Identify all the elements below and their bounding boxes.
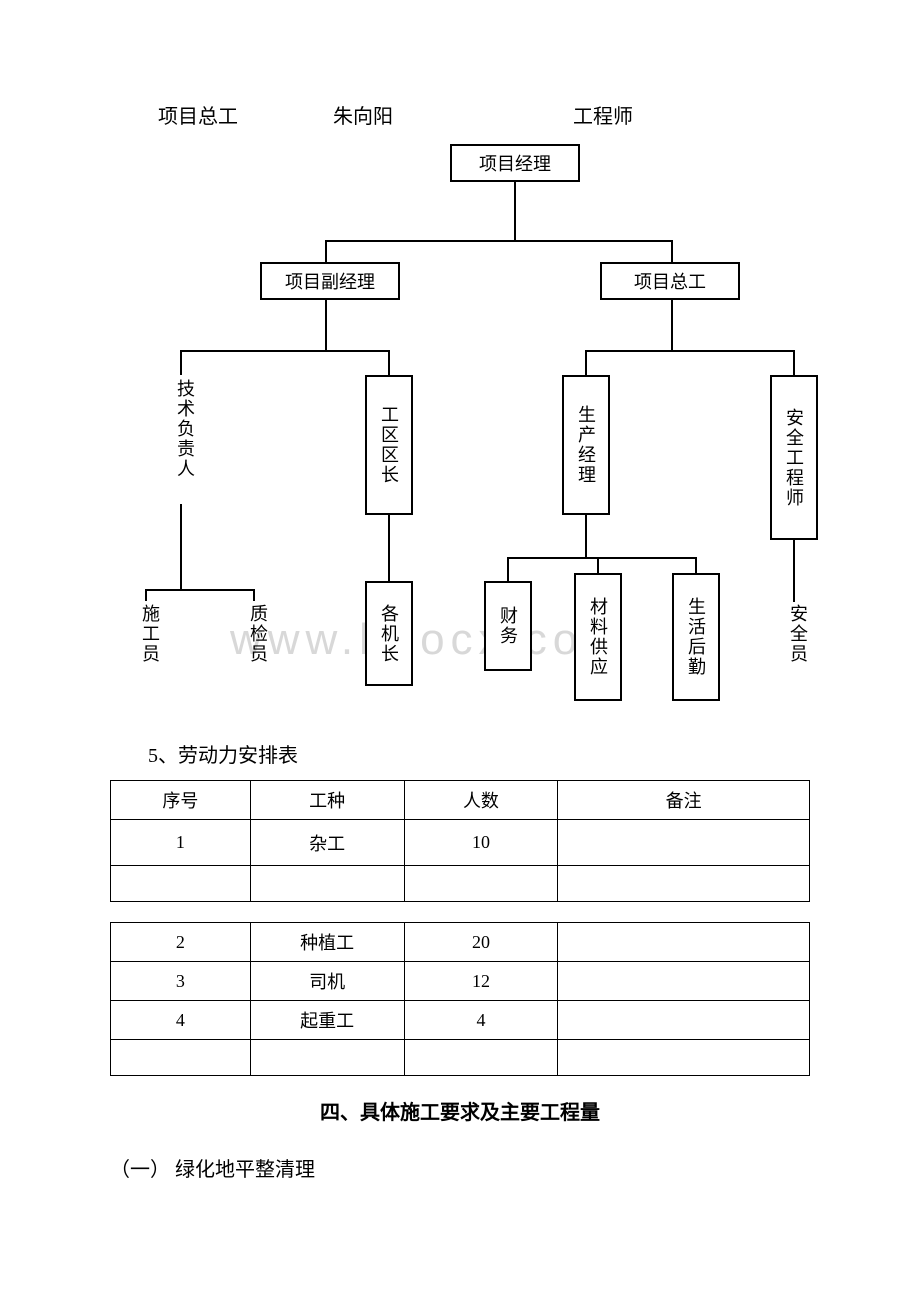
connector <box>585 350 587 375</box>
table-cell <box>111 1040 251 1076</box>
table-cell: 司机 <box>250 962 404 1001</box>
connector <box>585 515 587 557</box>
table-cell: 20 <box>404 923 558 962</box>
table-cell <box>250 1040 404 1076</box>
node-zone-chief: 工区区长 <box>365 375 413 515</box>
connector <box>325 240 673 242</box>
table-row <box>111 866 810 902</box>
table-row: 1 杂工 10 <box>111 820 810 866</box>
table-header: 备注 <box>558 781 810 820</box>
connector <box>180 350 390 352</box>
table-cell: 3 <box>111 962 251 1001</box>
table-cell <box>111 866 251 902</box>
node-deputy-manager: 项目副经理 <box>260 262 400 300</box>
table-cell: 4 <box>111 1001 251 1040</box>
connector <box>671 240 673 262</box>
node-material: 材料供应 <box>574 573 622 701</box>
table-cell: 2 <box>111 923 251 962</box>
table-header: 序号 <box>111 781 251 820</box>
connector <box>585 350 795 352</box>
table-cell <box>404 866 558 902</box>
table-cell <box>558 962 810 1001</box>
table-cell: 4 <box>404 1001 558 1040</box>
connector <box>145 589 147 601</box>
connector <box>793 350 795 375</box>
connector <box>388 350 390 375</box>
node-constructor: 施工员 <box>137 604 163 664</box>
connector <box>514 182 516 240</box>
connector <box>695 557 697 573</box>
page-content: 项目总工 朱向阳 工程师 项目经理 项目副经理 项目总工 技术负责人 <box>0 0 920 1242</box>
node-prod-manager: 生产经理 <box>562 375 610 515</box>
table-cell: 10 <box>404 820 558 866</box>
connector <box>671 300 673 350</box>
table-row <box>111 1040 810 1076</box>
table-cell <box>404 1040 558 1076</box>
node-finance: 财务 <box>484 581 532 671</box>
section4-heading: 四、具体施工要求及主要工程量 <box>110 1096 810 1125</box>
table-row: 4 起重工 4 <box>111 1001 810 1040</box>
connector <box>325 240 327 262</box>
table-cell <box>558 1001 810 1040</box>
org-chart: 项目经理 项目副经理 项目总工 技术负责人 工区区长 生产经理 安全工程师 <box>100 144 810 724</box>
node-safety-officer: 安全员 <box>785 604 811 664</box>
table-cell <box>558 866 810 902</box>
table-cell: 杂工 <box>250 820 404 866</box>
table-row: 3 司机 12 <box>111 962 810 1001</box>
connector <box>145 589 255 591</box>
table-cell <box>558 1040 810 1076</box>
table-cell: 12 <box>404 962 558 1001</box>
connector <box>507 557 509 581</box>
table-cell: 种植工 <box>250 923 404 962</box>
table-header: 人数 <box>404 781 558 820</box>
connector <box>180 504 182 589</box>
node-project-manager: 项目经理 <box>450 144 580 182</box>
table-cell <box>558 820 810 866</box>
connector <box>180 350 182 375</box>
table-header: 工种 <box>250 781 404 820</box>
labor-table-1: 序号 工种 人数 备注 1 杂工 10 <box>110 780 810 902</box>
node-tech-lead: 技术负责人 <box>172 379 198 479</box>
table-cell: 起重工 <box>250 1001 404 1040</box>
table-cell <box>250 866 404 902</box>
connector <box>597 557 599 573</box>
table-row: 2 种植工 20 <box>111 923 810 962</box>
connector <box>507 557 697 559</box>
subsection-1: （一） 绿化地平整清理 <box>110 1153 810 1182</box>
header-col3: 工程师 <box>573 100 633 129</box>
node-chief-engineer: 项目总工 <box>600 262 740 300</box>
connector <box>253 589 255 601</box>
labor-table-2: 2 种植工 20 3 司机 12 4 起重工 4 <box>110 922 810 1076</box>
section5-title: 5、劳动力安排表 <box>148 739 810 768</box>
header-col1: 项目总工 <box>158 100 333 129</box>
node-mechanic: 各机长 <box>365 581 413 686</box>
table-cell: 1 <box>111 820 251 866</box>
connector <box>793 540 795 602</box>
table-cell <box>558 923 810 962</box>
header-row: 项目总工 朱向阳 工程师 <box>110 100 810 129</box>
node-logistics: 生活后勤 <box>672 573 720 701</box>
header-col2: 朱向阳 <box>333 100 573 129</box>
connector <box>325 300 327 350</box>
node-safety-eng: 安全工程师 <box>770 375 818 540</box>
table-row: 序号 工种 人数 备注 <box>111 781 810 820</box>
node-qc: 质检员 <box>245 604 271 664</box>
connector <box>388 515 390 581</box>
